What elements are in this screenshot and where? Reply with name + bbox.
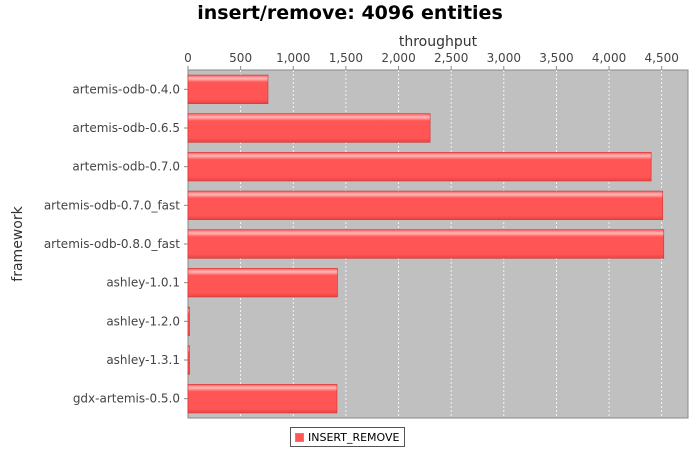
bar-artemis-odb-0.6.5 xyxy=(187,113,431,143)
bar-ashley-1.3.1 xyxy=(187,345,190,375)
bar-artemis-odb-0.7.0_fast xyxy=(187,190,664,220)
x-tick-label: 3,500 xyxy=(539,51,573,65)
legend: INSERT_REMOVE xyxy=(290,427,405,447)
y-tick-label: artemis-odb-0.4.0 xyxy=(72,82,180,96)
x-tick-label: 3,000 xyxy=(487,51,521,65)
x-tick-label: 2,000 xyxy=(381,51,415,65)
legend-label: INSERT_REMOVE xyxy=(308,430,400,444)
bar-ashley-1.0.1 xyxy=(187,268,338,298)
x-axis-label: throughput xyxy=(399,34,478,50)
bar-ashley-1.2.0 xyxy=(187,306,190,336)
y-tick-label: ashley-1.2.0 xyxy=(106,314,180,328)
x-tick-label: 0 xyxy=(184,51,192,65)
y-tick-label: artemis-odb-0.7.0 xyxy=(72,160,180,174)
bar-artemis-odb-0.7.0 xyxy=(187,152,652,182)
x-tick-label: 1,500 xyxy=(329,51,363,65)
y-tick-label: artemis-odb-0.6.5 xyxy=(72,121,180,135)
x-tick-label: 4,500 xyxy=(645,51,679,65)
x-tick-label: 4,000 xyxy=(592,51,626,65)
x-tick-label: 1,000 xyxy=(276,51,310,65)
y-tick-label: gdx-artemis-0.5.0 xyxy=(73,392,180,406)
bar-gdx-artemis-0.5.0 xyxy=(187,384,338,414)
x-tick-label: 500 xyxy=(229,51,252,65)
y-axis-label: framework xyxy=(10,205,26,281)
chart-title: insert/remove: 4096 entities xyxy=(197,2,503,24)
y-tick-label: artemis-odb-0.8.0_fast xyxy=(44,237,180,251)
bar-artemis-odb-0.4.0 xyxy=(187,74,269,104)
legend-swatch xyxy=(295,432,304,442)
bar-artemis-odb-0.8.0_fast xyxy=(187,229,665,259)
y-tick-label: artemis-odb-0.7.0_fast xyxy=(44,198,180,212)
y-tick-label: ashley-1.0.1 xyxy=(106,276,180,290)
y-tick-label: ashley-1.3.1 xyxy=(106,353,180,367)
x-tick-label: 2,500 xyxy=(434,51,468,65)
